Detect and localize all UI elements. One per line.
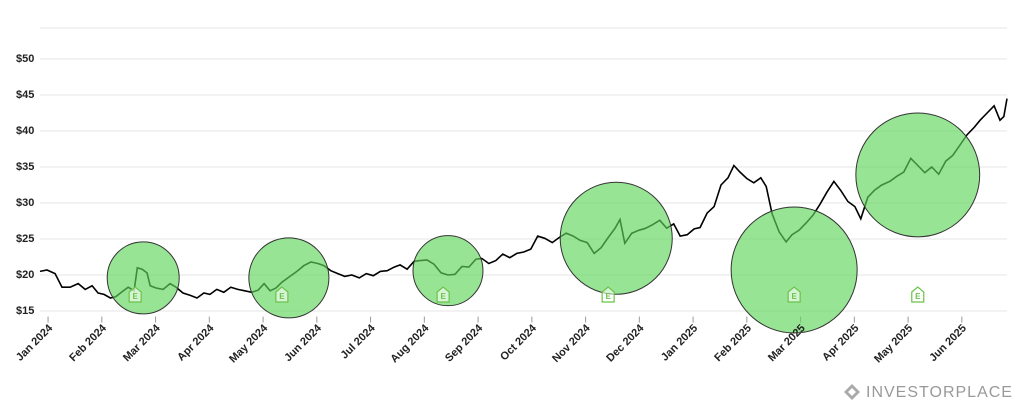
earnings-label: E	[132, 292, 138, 301]
x-tick-label: Mar 2024	[121, 322, 163, 364]
earnings-label: E	[279, 292, 285, 301]
earnings-marker	[436, 286, 450, 303]
x-tick-label: Jun 2024	[282, 322, 324, 364]
x-tick-label: May 2025	[872, 322, 915, 365]
highlight-circle	[106, 241, 180, 315]
price-line	[39, 98, 1008, 299]
y-tick-label: $30	[16, 197, 34, 209]
earnings-label: E	[915, 292, 921, 301]
x-tick-label: Sep 2024	[443, 322, 486, 365]
earnings-marker	[601, 286, 615, 303]
highlight-circle	[559, 181, 673, 295]
x-tick-label: Feb 2024	[67, 322, 109, 364]
x-tick-label: Apr 2024	[175, 322, 217, 364]
x-tick-label: May 2024	[227, 322, 271, 366]
highlight-circle	[855, 112, 981, 238]
earnings-marker	[787, 286, 801, 303]
y-tick-label: $25	[16, 233, 34, 245]
x-tick-label: Jul 2024	[339, 322, 379, 362]
x-tick-label: Nov 2024	[550, 322, 593, 365]
y-tick-label: $40	[16, 125, 34, 137]
y-tick-label: $50	[16, 53, 34, 65]
earnings-label: E	[605, 292, 611, 301]
earnings-marker	[911, 286, 925, 303]
highlight-circle	[248, 237, 330, 319]
highlight-circle	[730, 206, 858, 334]
x-tick-label: Aug 2024	[388, 322, 432, 366]
earnings-marker	[128, 286, 142, 303]
x-tick-label: Feb 2025	[712, 322, 754, 364]
x-tick-label: Jun 2025	[927, 322, 969, 364]
x-tick-label: Oct 2024	[498, 322, 540, 364]
logo	[844, 384, 860, 400]
earnings-label: E	[440, 292, 446, 301]
y-tick-label: $45	[16, 89, 34, 101]
highlight-circle	[412, 235, 484, 307]
y-tick-label: $35	[16, 161, 34, 173]
y-tick-label: $20	[16, 269, 34, 281]
x-tick-label: Jan 2024	[14, 322, 56, 364]
earnings-label: E	[791, 292, 797, 301]
x-tick-label: Jan 2025	[659, 322, 700, 363]
y-tick-label: $15	[16, 305, 34, 317]
x-tick-label: Apr 2025	[820, 322, 861, 363]
watermark: INVESTORPLACE	[866, 384, 1013, 401]
earnings-marker	[275, 286, 289, 303]
x-tick-label: Dec 2024	[604, 322, 647, 365]
